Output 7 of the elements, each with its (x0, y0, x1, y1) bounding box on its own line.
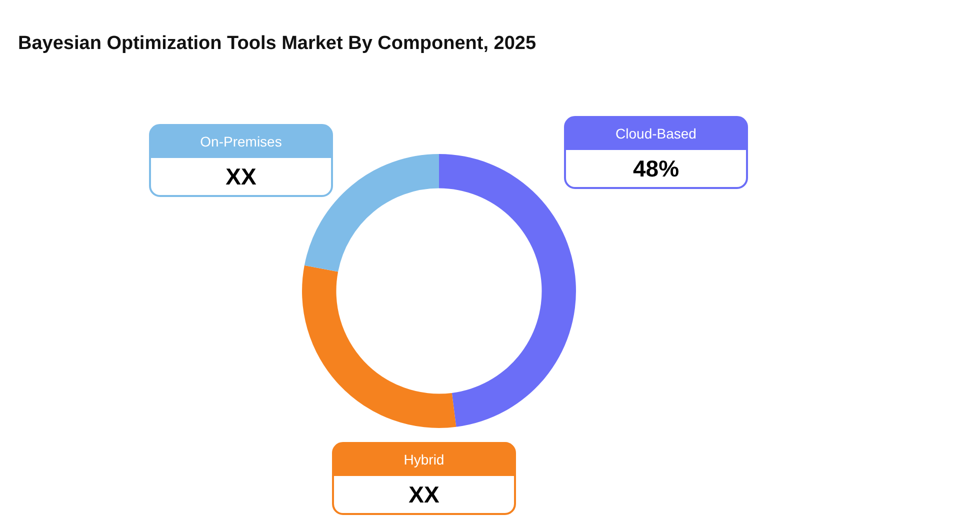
data-label: 48% (632, 155, 680, 182)
slice-label: Cloud-Based (616, 125, 696, 142)
slice-label: Hybrid (404, 451, 444, 468)
slice-label: On-Premises (200, 133, 282, 150)
data-label: XX (408, 481, 440, 508)
data-label: XX (226, 163, 257, 190)
chart-title: Bayesian Optimization Tools Market By Component, 2025 (18, 33, 536, 54)
